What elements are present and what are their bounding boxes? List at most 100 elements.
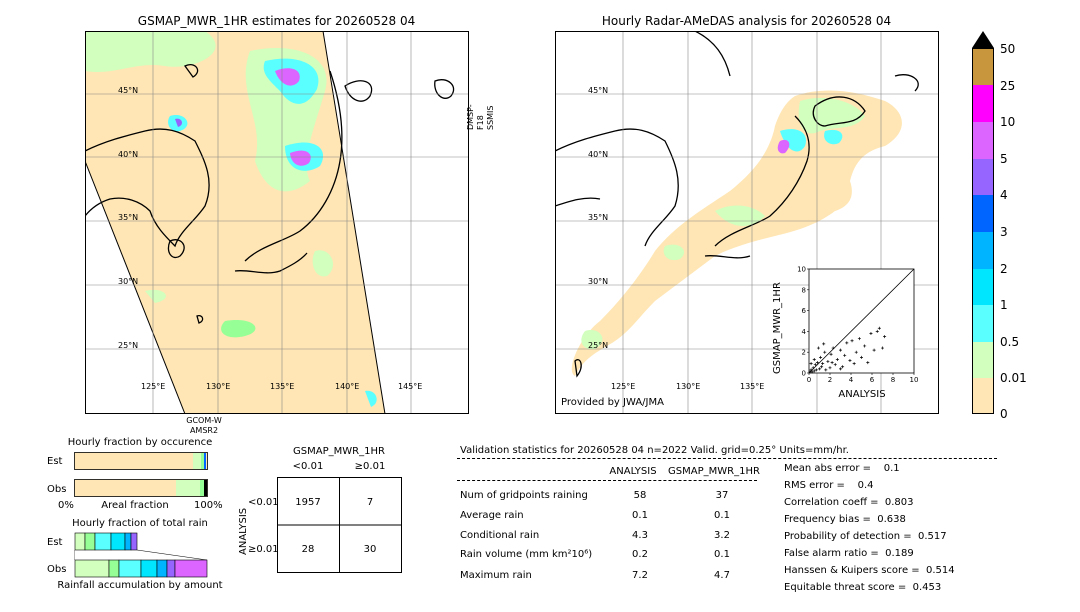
total-bars (74, 532, 208, 578)
scatter-ytick: 6 (802, 307, 807, 315)
scatter-point (814, 368, 818, 372)
scatter-xtick: 2 (828, 376, 832, 384)
right-lon-135: 135°E (740, 382, 765, 391)
scatter-point (881, 346, 884, 350)
validation-row-label: Average rain (460, 510, 524, 521)
scatter-point (819, 355, 823, 359)
scatter-point (872, 348, 876, 352)
cb-label-3: 3 (1000, 225, 1008, 239)
validation-row-a: 4.3 (632, 530, 648, 541)
occurrence-row-obs: Obs (47, 484, 67, 495)
validation-row-b: 4.7 (714, 570, 730, 581)
left-map (85, 31, 469, 414)
validation-row-a: 0.1 (632, 510, 648, 521)
swath-label-right: DMSP-F18 SSMIS (466, 104, 495, 130)
contingency-row-title: ANALYSIS (238, 507, 249, 555)
contingency-row-ge: ≥0.01 (248, 544, 279, 555)
cb-label-4: 4 (1000, 188, 1008, 202)
cb-label-0.5: 0.5 (1000, 335, 1020, 349)
validation-row-a: 7.2 (632, 570, 648, 581)
occurrence-bars (74, 452, 208, 497)
scatter-point (839, 348, 842, 352)
scatter-ytick: 2 (802, 349, 806, 357)
scatter-xtick: 4 (849, 376, 854, 384)
scatter-point (833, 363, 837, 367)
scatter-point (883, 335, 887, 339)
left-lat-45: 45°N (118, 86, 139, 95)
contingency-row-lt: <0.01 (248, 497, 279, 508)
scatter-ytick: 4 (802, 328, 807, 336)
contingency-col-lt: <0.01 (292, 461, 324, 472)
scatter-point (852, 362, 856, 366)
scatter-point (877, 326, 881, 330)
occurrence-axis-right: 100% (194, 500, 223, 511)
validation-row-label: Rain volume (mm km²10⁶) (460, 549, 593, 560)
left-lat-35: 35°N (118, 213, 139, 222)
total-axis-mid: Rainfall accumulation by amount (57, 580, 223, 591)
occurrence-row-est: Est (47, 456, 63, 467)
scatter-point (860, 355, 863, 359)
score-corr: Correlation coeff = 0.803 (784, 497, 914, 508)
validation-col-analysis: ANALYSIS (609, 466, 657, 477)
scatter-point (841, 365, 845, 369)
cb-label-50: 50 (1000, 42, 1016, 56)
scatter-point (845, 341, 849, 345)
scatter-point (809, 368, 813, 372)
scatter-point (866, 361, 870, 365)
scatter-point (822, 342, 826, 346)
validation-divider-top (457, 458, 997, 459)
validation-divider-mid (457, 480, 757, 481)
contingency-title: GSMAP_MWR_1HR (293, 446, 385, 457)
scatter-ytick: 0 (802, 370, 806, 378)
validation-row-b: 3.2 (714, 530, 730, 541)
scatter-plot: 00 2 2 4 4 6 6 8 8 10 10 (797, 266, 919, 385)
scatter-point (811, 366, 815, 370)
scatter-point (820, 365, 824, 369)
scatter-point (848, 359, 852, 363)
scatter-point (854, 350, 858, 354)
scatter-point (829, 352, 833, 356)
validation-col-gsmap: GSMAP_MWR_1HR (668, 466, 760, 477)
left-lat-25: 25°N (118, 341, 139, 350)
cb-label-0.01: 0.01 (1000, 371, 1027, 385)
validation-row-b: 37 (715, 490, 729, 501)
scatter-xtick: 10 (910, 376, 919, 384)
scatter-point (839, 367, 842, 371)
contingency-cell-01: 7 (366, 497, 374, 508)
total-row-obs: Obs (47, 564, 67, 575)
scatter-point (843, 353, 847, 357)
validation-row-label: Conditional rain (460, 530, 540, 541)
scatter-point (850, 339, 854, 343)
validation-row-label: Num of gridpoints raining (460, 490, 588, 501)
scatter-diagonal (808, 268, 915, 374)
scatter-point (823, 350, 827, 354)
contingency-cell-10: 28 (301, 544, 315, 555)
score-mae: Mean abs error = 0.1 (784, 463, 900, 474)
scatter-point (824, 368, 828, 372)
right-map-title: Hourly Radar-AMeDAS analysis for 2026052… (601, 14, 892, 28)
scatter-point (810, 370, 814, 374)
colorbar (972, 31, 994, 414)
scatter-ytick: 8 (802, 286, 806, 294)
scatter-point (826, 360, 830, 364)
scatter-point (828, 366, 832, 370)
scatter-xlabel: ANALYSIS (838, 389, 886, 400)
scatter-point (809, 362, 813, 366)
score-far: False alarm ratio = 0.189 (784, 548, 914, 559)
left-map-title: GSMAP_MWR_1HR estimates for 20260528 04 (137, 14, 416, 28)
right-lon-125: 125°E (611, 382, 636, 391)
contingency-cell-11: 30 (363, 544, 377, 555)
cb-label-5: 5 (1000, 152, 1008, 166)
contingency-grid (277, 477, 402, 573)
validation-row-b: 0.1 (714, 549, 730, 560)
scatter-xtick: 0 (807, 376, 811, 384)
scatter-point (812, 357, 816, 361)
left-lon-145: 145°E (398, 382, 423, 391)
cb-label-1: 1 (1000, 298, 1008, 312)
scatter-point (818, 367, 821, 371)
score-ets: Equitable threat score = 0.453 (784, 582, 942, 593)
total-row-est: Est (47, 537, 63, 548)
scatter-ytick: 10 (797, 266, 806, 274)
score-rmse: RMS error = 0.4 (784, 480, 874, 491)
scatter-point (863, 344, 867, 348)
